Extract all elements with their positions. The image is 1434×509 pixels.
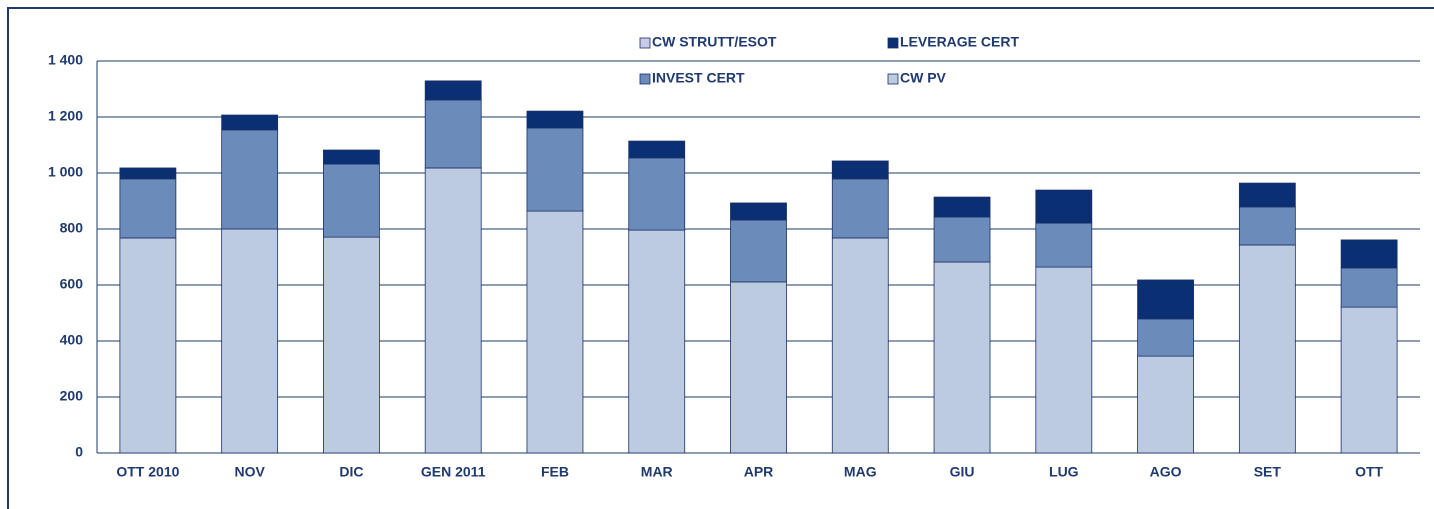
legend-label: LEVERAGE CERT bbox=[900, 34, 1019, 50]
x-tick-label: SET bbox=[1254, 464, 1282, 480]
x-tick-label: DIC bbox=[339, 464, 363, 480]
legend-label: CW PV bbox=[900, 70, 947, 86]
bar-segment bbox=[730, 202, 787, 221]
legend-swatch bbox=[887, 37, 899, 49]
bar-segment bbox=[933, 216, 991, 263]
x-tick-label: APR bbox=[744, 464, 774, 480]
bar-segment bbox=[221, 129, 279, 230]
y-tick-label: 600 bbox=[60, 276, 84, 292]
x-tick-label: AGO bbox=[1150, 464, 1182, 480]
bar-segment bbox=[730, 281, 787, 454]
x-tick-label: FEB bbox=[541, 464, 569, 480]
x-tick-label: MAG bbox=[844, 464, 877, 480]
bar-segment bbox=[628, 140, 686, 159]
bar-segment bbox=[1238, 182, 1296, 208]
bar-segment bbox=[1340, 239, 1398, 269]
y-tick-label: 1 200 bbox=[48, 108, 83, 124]
bar-segment bbox=[831, 237, 889, 454]
legend-swatch bbox=[639, 37, 651, 49]
bar-segment bbox=[1035, 266, 1093, 454]
x-tick-label: MAR bbox=[641, 464, 673, 480]
bar-segment bbox=[424, 80, 482, 101]
bar-segment bbox=[119, 167, 177, 180]
bar-segment bbox=[221, 228, 279, 454]
x-tick-label: LUG bbox=[1049, 464, 1079, 480]
y-tick-label: 800 bbox=[60, 220, 84, 236]
bar-segment bbox=[730, 219, 787, 283]
y-tick-label: 1 000 bbox=[48, 164, 83, 180]
x-tick-label: GIU bbox=[950, 464, 975, 480]
bar-segment bbox=[119, 237, 177, 454]
bar-segment bbox=[119, 178, 177, 239]
bar-segment bbox=[1340, 306, 1398, 454]
bar-segment bbox=[323, 163, 380, 238]
bar-segment bbox=[526, 210, 584, 454]
bar-segment bbox=[1035, 189, 1093, 224]
bar-segment bbox=[1035, 222, 1093, 268]
legend-label: CW STRUTT/ESOT bbox=[652, 34, 777, 50]
bar-segment bbox=[526, 127, 584, 212]
legend-swatch bbox=[887, 73, 899, 85]
bar-segment bbox=[424, 167, 482, 454]
x-tick-label: GEN 2011 bbox=[421, 464, 486, 480]
bar-segment bbox=[831, 160, 889, 180]
bar-segment bbox=[628, 229, 686, 454]
legend-swatch bbox=[639, 73, 651, 85]
y-tick-label: 200 bbox=[60, 388, 84, 404]
bar-segment bbox=[526, 110, 584, 129]
bar-segment bbox=[424, 99, 482, 169]
bar-segment bbox=[1340, 267, 1398, 308]
x-tick-label: OTT bbox=[1355, 464, 1383, 480]
bar-segment bbox=[1137, 279, 1194, 320]
y-tick-label: 1 400 bbox=[48, 52, 83, 68]
bar-segment bbox=[933, 196, 991, 218]
bar-segment bbox=[221, 114, 279, 131]
frame bbox=[7, 7, 1434, 509]
bar-segment bbox=[1137, 318, 1194, 357]
bar-segment bbox=[1137, 355, 1194, 454]
y-tick-label: 400 bbox=[60, 332, 84, 348]
bar-segment bbox=[628, 157, 686, 231]
x-tick-label: OTT 2010 bbox=[116, 464, 179, 480]
y-tick-label: 0 bbox=[75, 444, 83, 460]
bar-segment bbox=[1238, 244, 1296, 454]
legend-label: INVEST CERT bbox=[652, 70, 745, 86]
bar-segment bbox=[323, 149, 380, 165]
bar-segment bbox=[933, 261, 991, 454]
x-tick-label: NOV bbox=[234, 464, 265, 480]
bar-segment bbox=[831, 178, 889, 239]
bar-segment bbox=[1238, 206, 1296, 246]
bar-segment bbox=[323, 236, 380, 454]
